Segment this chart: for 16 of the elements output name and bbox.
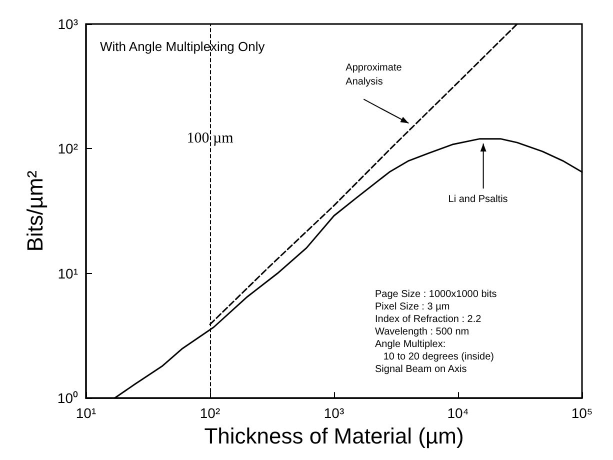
annotation: With Angle Multiplexing Only — [100, 39, 266, 54]
annotation: Page Size : 1000x1000 bits Pixel Size : 3 µm Index of Refraction : 2.2 Wavelength : 500 nm Angle Multiplex: 10 to 20 degrees (inside) Signal Beam on Axis — [375, 288, 497, 375]
x-tick-label: 10³ — [324, 405, 344, 422]
y-tick-label: 10⁰ — [57, 390, 78, 406]
x-tick-label: 10² — [200, 405, 220, 422]
annotation: Li and Psaltis — [448, 194, 508, 206]
y-tick-label: 10¹ — [58, 265, 78, 282]
y-tick-label: 10³ — [58, 16, 78, 32]
x-tick-label: 10¹ — [76, 405, 96, 422]
y-axis-title: Bits/µm² — [22, 170, 48, 252]
x-tick-label: 10⁴ — [447, 405, 469, 422]
ref-line-label: 100 µm — [186, 130, 234, 147]
y-tick-label: 10² — [58, 140, 78, 157]
x-axis-title: Thickness of Material (µm) — [204, 424, 464, 448]
x-tick-label: 10⁵ — [571, 405, 593, 422]
annotation: Approximate Analysis — [346, 62, 402, 88]
